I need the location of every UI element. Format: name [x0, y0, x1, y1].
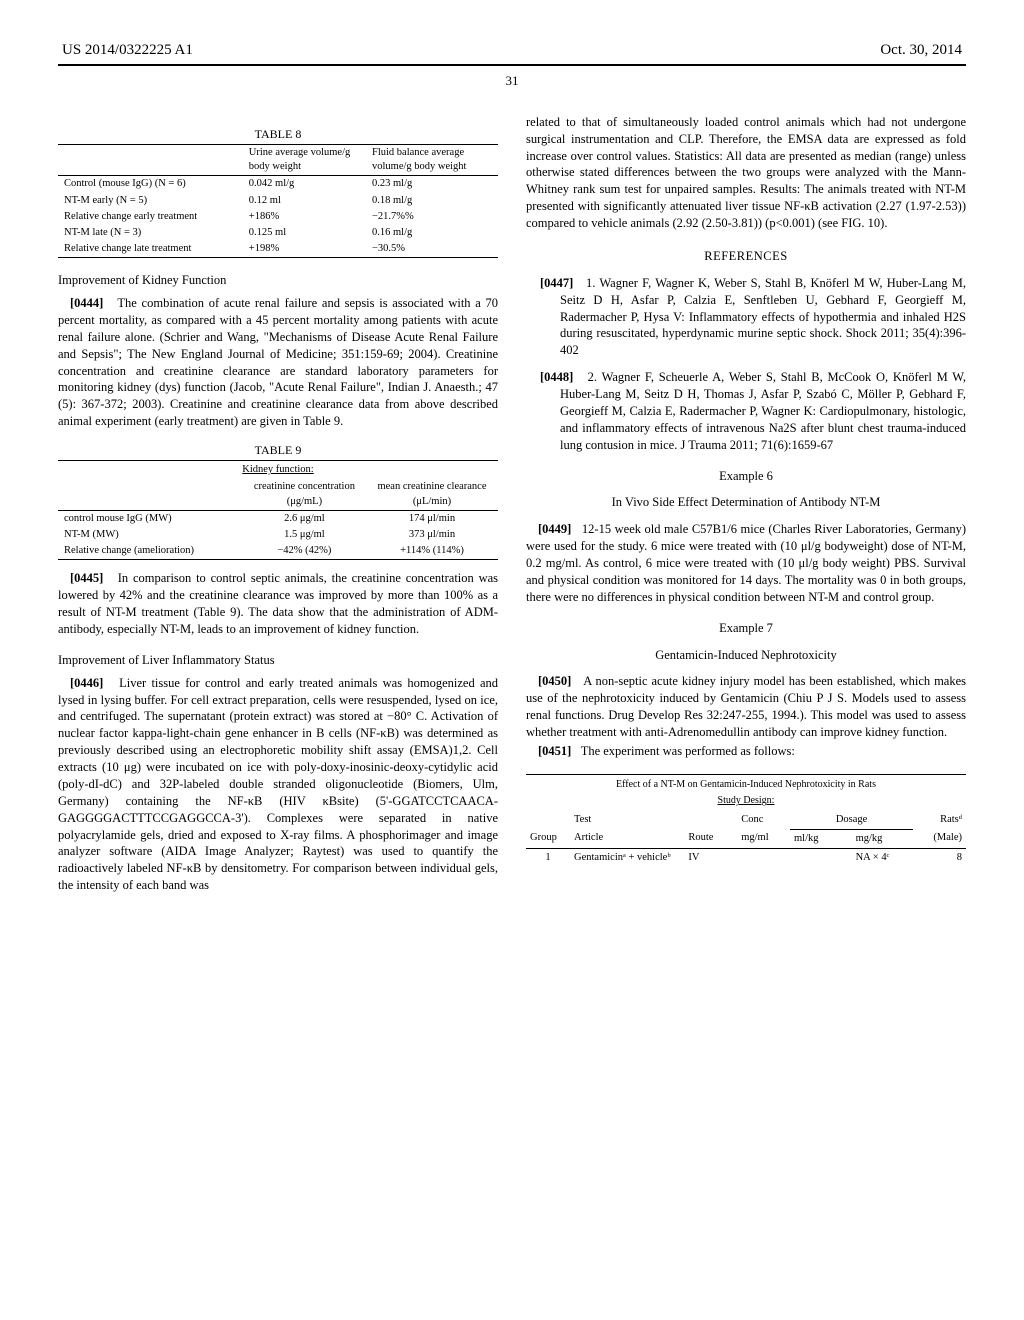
table-row: Control (mouse IgG) (N = 6)0.042 ml/g0.2… [58, 176, 498, 192]
page-number: 31 [58, 72, 966, 90]
table-9-rows: control mouse IgG (MW)2.6 μg/ml174 μl/mi… [58, 511, 498, 560]
example-7-title: Gentamicin-Induced Nephrotoxicity [526, 647, 966, 664]
table-9: TABLE 9 Kidney function: creatinine conc… [58, 442, 498, 560]
para-0451: [0451] The experiment was performed as f… [526, 743, 966, 760]
ref-2: [0448] 2. Wagner F, Scheuerle A, Weber S… [526, 369, 966, 453]
content-columns: TABLE 8 Urine average volume/g body weig… [58, 114, 966, 896]
example-6-title: In Vivo Side Effect Determination of Ant… [526, 494, 966, 511]
para-text: The combination of acute renal failure a… [58, 296, 498, 428]
table-row: NT-M (MW)1.5 μg/ml373 μl/min [58, 527, 498, 543]
study-table-title2: Study Design: [526, 794, 966, 811]
ref-text: 2. Wagner F, Scheuerle A, Weber S, Stahl… [560, 370, 966, 452]
table-8: TABLE 8 Urine average volume/g body weig… [58, 126, 498, 258]
para-num: [0451] [538, 744, 571, 758]
section-title-liver: Improvement of Liver Inflammatory Status [58, 652, 498, 669]
ref-text: 1. Wagner F, Wagner K, Weber S, Stahl B,… [560, 276, 966, 358]
ref-1: [0447] 1. Wagner F, Wagner K, Weber S, S… [526, 275, 966, 359]
pub-date: Oct. 30, 2014 [880, 40, 962, 60]
para-cont: related to that of simultaneously loaded… [526, 114, 966, 232]
para-num: [0447] [540, 276, 573, 290]
study-table-rows: 1 Gentamicinᵃ + vehicleᵇ IV NA × 4ᶜ 8 [526, 849, 966, 867]
para-text: In comparison to control septic animals,… [58, 571, 498, 636]
para-0449: [0449] 12-15 week old male C57B1/6 mice … [526, 521, 966, 605]
para-0444: [0444] The combination of acute renal fa… [58, 295, 498, 430]
table-8-body: Urine average volume/g body weight Fluid… [58, 145, 498, 175]
para-0445: [0445] In comparison to control septic a… [58, 570, 498, 638]
para-0446: [0446] Liver tissue for control and earl… [58, 675, 498, 894]
para-num: [0444] [70, 296, 103, 310]
table-9-subtitle: Kidney function: [58, 461, 498, 479]
table-9-h2: creatinine concentration (μg/mL) [243, 479, 366, 509]
table-9-h3: mean creatinine clearance (μL/min) [366, 479, 498, 509]
table-8-h3: Fluid balance average volume/g body weig… [366, 145, 498, 175]
table-row: NT-M late (N = 3)0.125 ml0.16 ml/g [58, 225, 498, 241]
para-num: [0450] [538, 674, 571, 688]
table-8-rows: Control (mouse IgG) (N = 6)0.042 ml/g0.2… [58, 176, 498, 257]
study-table-title1: Effect of a NT-M on Gentamicin-Induced N… [526, 775, 966, 795]
example-6-number: Example 6 [526, 468, 966, 485]
right-column: related to that of simultaneously loaded… [526, 114, 966, 896]
pub-number: US 2014/0322225 A1 [62, 40, 193, 60]
para-num: [0449] [538, 522, 571, 536]
example-7-number: Example 7 [526, 620, 966, 637]
para-text: Liver tissue for control and early treat… [58, 676, 498, 893]
page: US 2014/0322225 A1 Oct. 30, 2014 31 TABL… [0, 0, 1024, 1320]
section-title-kidney: Improvement of Kidney Function [58, 272, 498, 289]
table-row: Relative change early treatment+186%−21.… [58, 209, 498, 225]
para-0450: [0450] A non-septic acute kidney injury … [526, 673, 966, 741]
references-heading: REFERENCES [526, 248, 966, 265]
left-column: TABLE 8 Urine average volume/g body weig… [58, 114, 498, 896]
para-text: 12-15 week old male C57B1/6 mice (Charle… [526, 522, 966, 604]
page-header: US 2014/0322225 A1 Oct. 30, 2014 [58, 40, 966, 66]
table-row: Relative change (amelioration)−42% (42%)… [58, 543, 498, 559]
para-num: [0446] [70, 676, 103, 690]
table-row: control mouse IgG (MW)2.6 μg/ml174 μl/mi… [58, 511, 498, 527]
para-text: The experiment was performed as follows: [581, 744, 795, 758]
study-table-head: Test Conc Dosage Ratsᵈ Group Article Rou… [526, 811, 966, 848]
table-row: NT-M early (N = 5)0.12 ml0.18 ml/g [58, 193, 498, 209]
table-row: Relative change late treatment+198%−30.5… [58, 241, 498, 257]
para-num: [0445] [70, 571, 103, 585]
para-num: [0448] [540, 370, 573, 384]
study-table: Effect of a NT-M on Gentamicin-Induced N… [526, 774, 966, 868]
table-8-h2: Urine average volume/g body weight [243, 145, 366, 175]
table-8-caption: TABLE 8 [58, 126, 498, 142]
table-9-head: creatinine concentration (μg/mL) mean cr… [58, 479, 498, 509]
table-row: 1 Gentamicinᵃ + vehicleᵇ IV NA × 4ᶜ 8 [526, 849, 966, 867]
table-9-caption: TABLE 9 [58, 442, 498, 458]
para-text: A non-septic acute kidney injury model h… [526, 674, 966, 739]
